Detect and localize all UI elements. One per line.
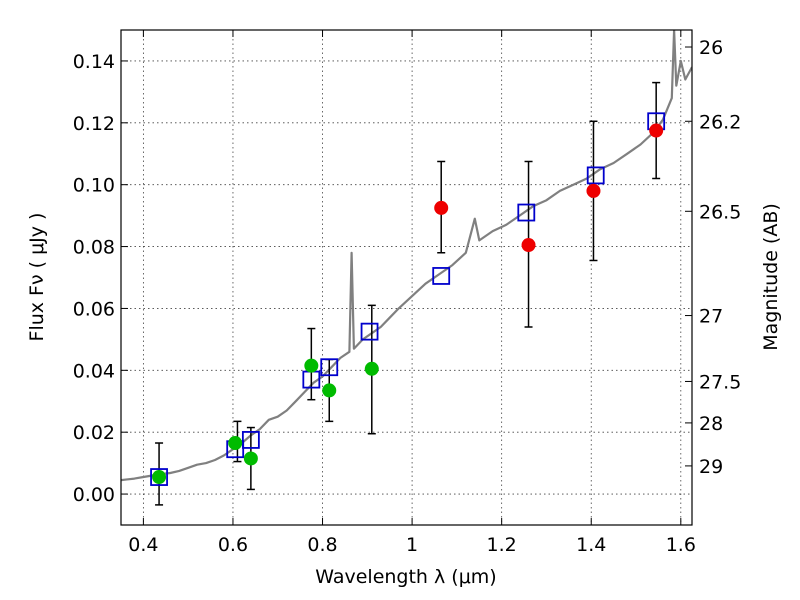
ticks: 0.4 0.6 0.8 1 1.2 1.4 1.6 0.00 0.02 0.04 0.06 0.08 0… [73, 30, 741, 556]
observed-flux-point [322, 383, 337, 398]
right-tick-label: 28 [699, 413, 723, 435]
y-tick-label: 0.08 [73, 237, 115, 259]
y-tick-label: 0.10 [73, 175, 115, 197]
observed-flux-point [521, 238, 536, 253]
model-flux-square [360, 322, 379, 341]
model-spectrum-line [121, 30, 692, 482]
right-tick-label: 26.2 [699, 111, 741, 133]
right-tick-label: 27.5 [699, 371, 741, 393]
right-axis-title: Magnitude (AB) [760, 203, 782, 351]
model-flux-square [320, 358, 339, 377]
y-tick-label: 0.04 [73, 360, 115, 382]
observed-flux-point [434, 200, 449, 215]
data-layer [121, 30, 692, 506]
observed-flux-point [152, 470, 167, 485]
x-tick-label: 0.6 [218, 534, 248, 556]
observed-flux-point [304, 358, 319, 373]
x-tick-label: 0.4 [128, 534, 158, 556]
y-tick-label: 0.12 [73, 113, 115, 135]
right-tick-label: 26 [699, 37, 723, 59]
plot-frame [120, 29, 693, 526]
x-tick-label: 1 [406, 534, 418, 556]
observed-flux-point [364, 361, 379, 376]
y-tick-label: 0.02 [73, 422, 115, 444]
x-tick-label: 0.8 [307, 534, 337, 556]
observed-flux-point [649, 123, 664, 138]
model-flux-square [150, 468, 168, 486]
observed-flux-point [228, 436, 243, 451]
right-tick-label: 26.5 [699, 201, 741, 223]
model-flux-square [586, 166, 605, 185]
y-tick-label: 0.06 [73, 298, 115, 320]
x-tick-label: 1.2 [487, 534, 517, 556]
y-tick-label: 0.00 [73, 484, 115, 506]
model-flux-square [517, 203, 536, 222]
x-axis-title: Wavelength λ (μm) [315, 566, 496, 588]
x-tick-label: 1.4 [576, 534, 606, 556]
grid [121, 30, 692, 525]
right-tick-label: 29 [699, 456, 723, 478]
y-axis-title: Flux Fν ( μJy ) [26, 213, 48, 342]
x-tick-label: 1.6 [666, 534, 696, 556]
right-tick-label: 27 [699, 306, 723, 328]
observed-flux-point [586, 183, 601, 198]
observed-flux-point [243, 451, 258, 466]
y-tick-label: 0.14 [73, 51, 115, 73]
model-flux-square [241, 431, 260, 449]
model-flux-square [432, 267, 451, 285]
